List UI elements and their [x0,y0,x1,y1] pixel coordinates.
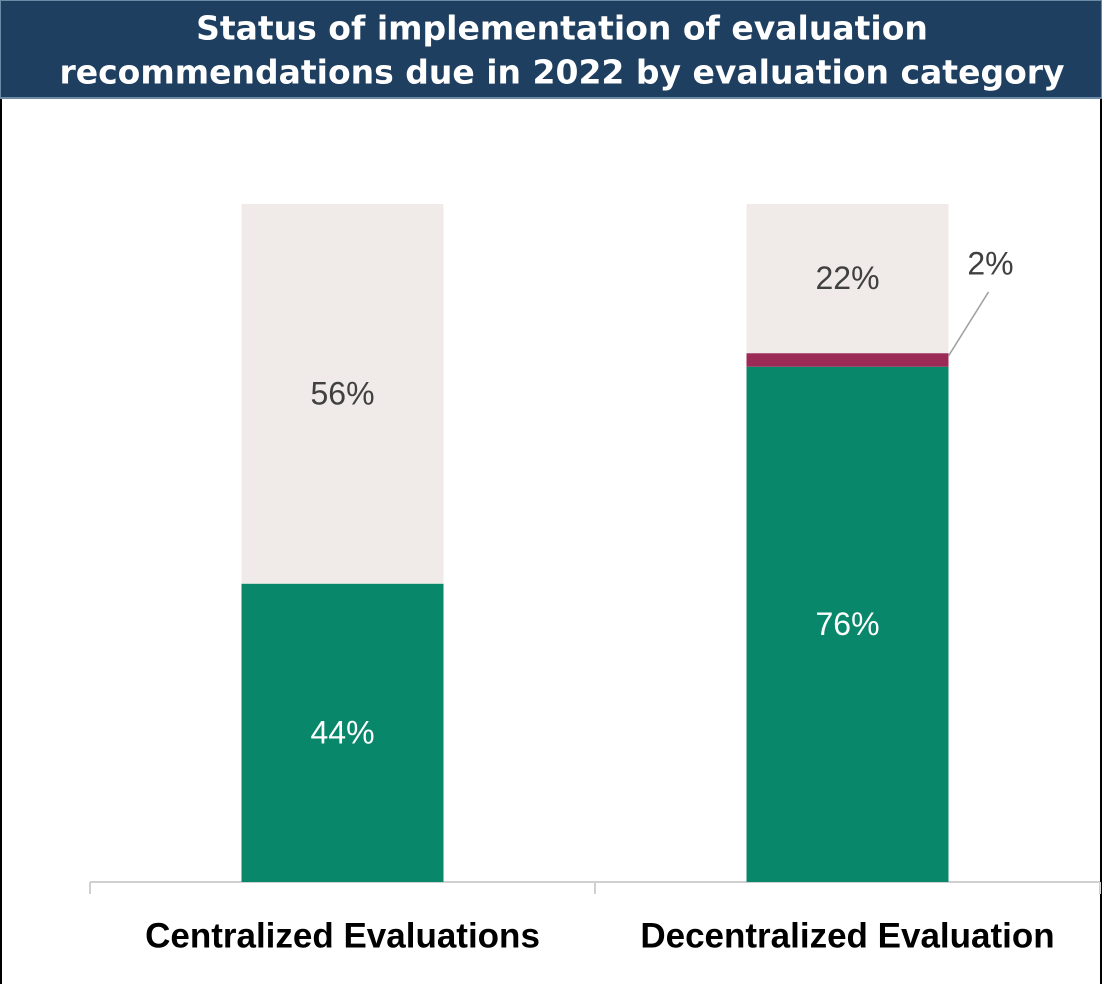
x-tick-label: Decentralized Evaluation [640,916,1054,955]
data-label: 76% [815,606,879,642]
data-label: 2% [967,245,1013,281]
data-label: 44% [310,714,374,750]
bar-segment [241,583,444,882]
chart-title: Status of implementation of evaluation [196,9,928,48]
bar-segment [746,204,949,354]
bar-segment [241,204,444,584]
bar-segment [746,353,949,367]
chart-title: recommendations due in 2022 by evaluatio… [59,53,1064,92]
data-label: 22% [815,260,879,296]
x-tick-label: Centralized Evaluations [145,916,540,955]
data-label: 56% [310,375,374,411]
title-banner [0,0,1102,99]
leader-line [947,291,990,357]
bar-segment [746,366,949,883]
